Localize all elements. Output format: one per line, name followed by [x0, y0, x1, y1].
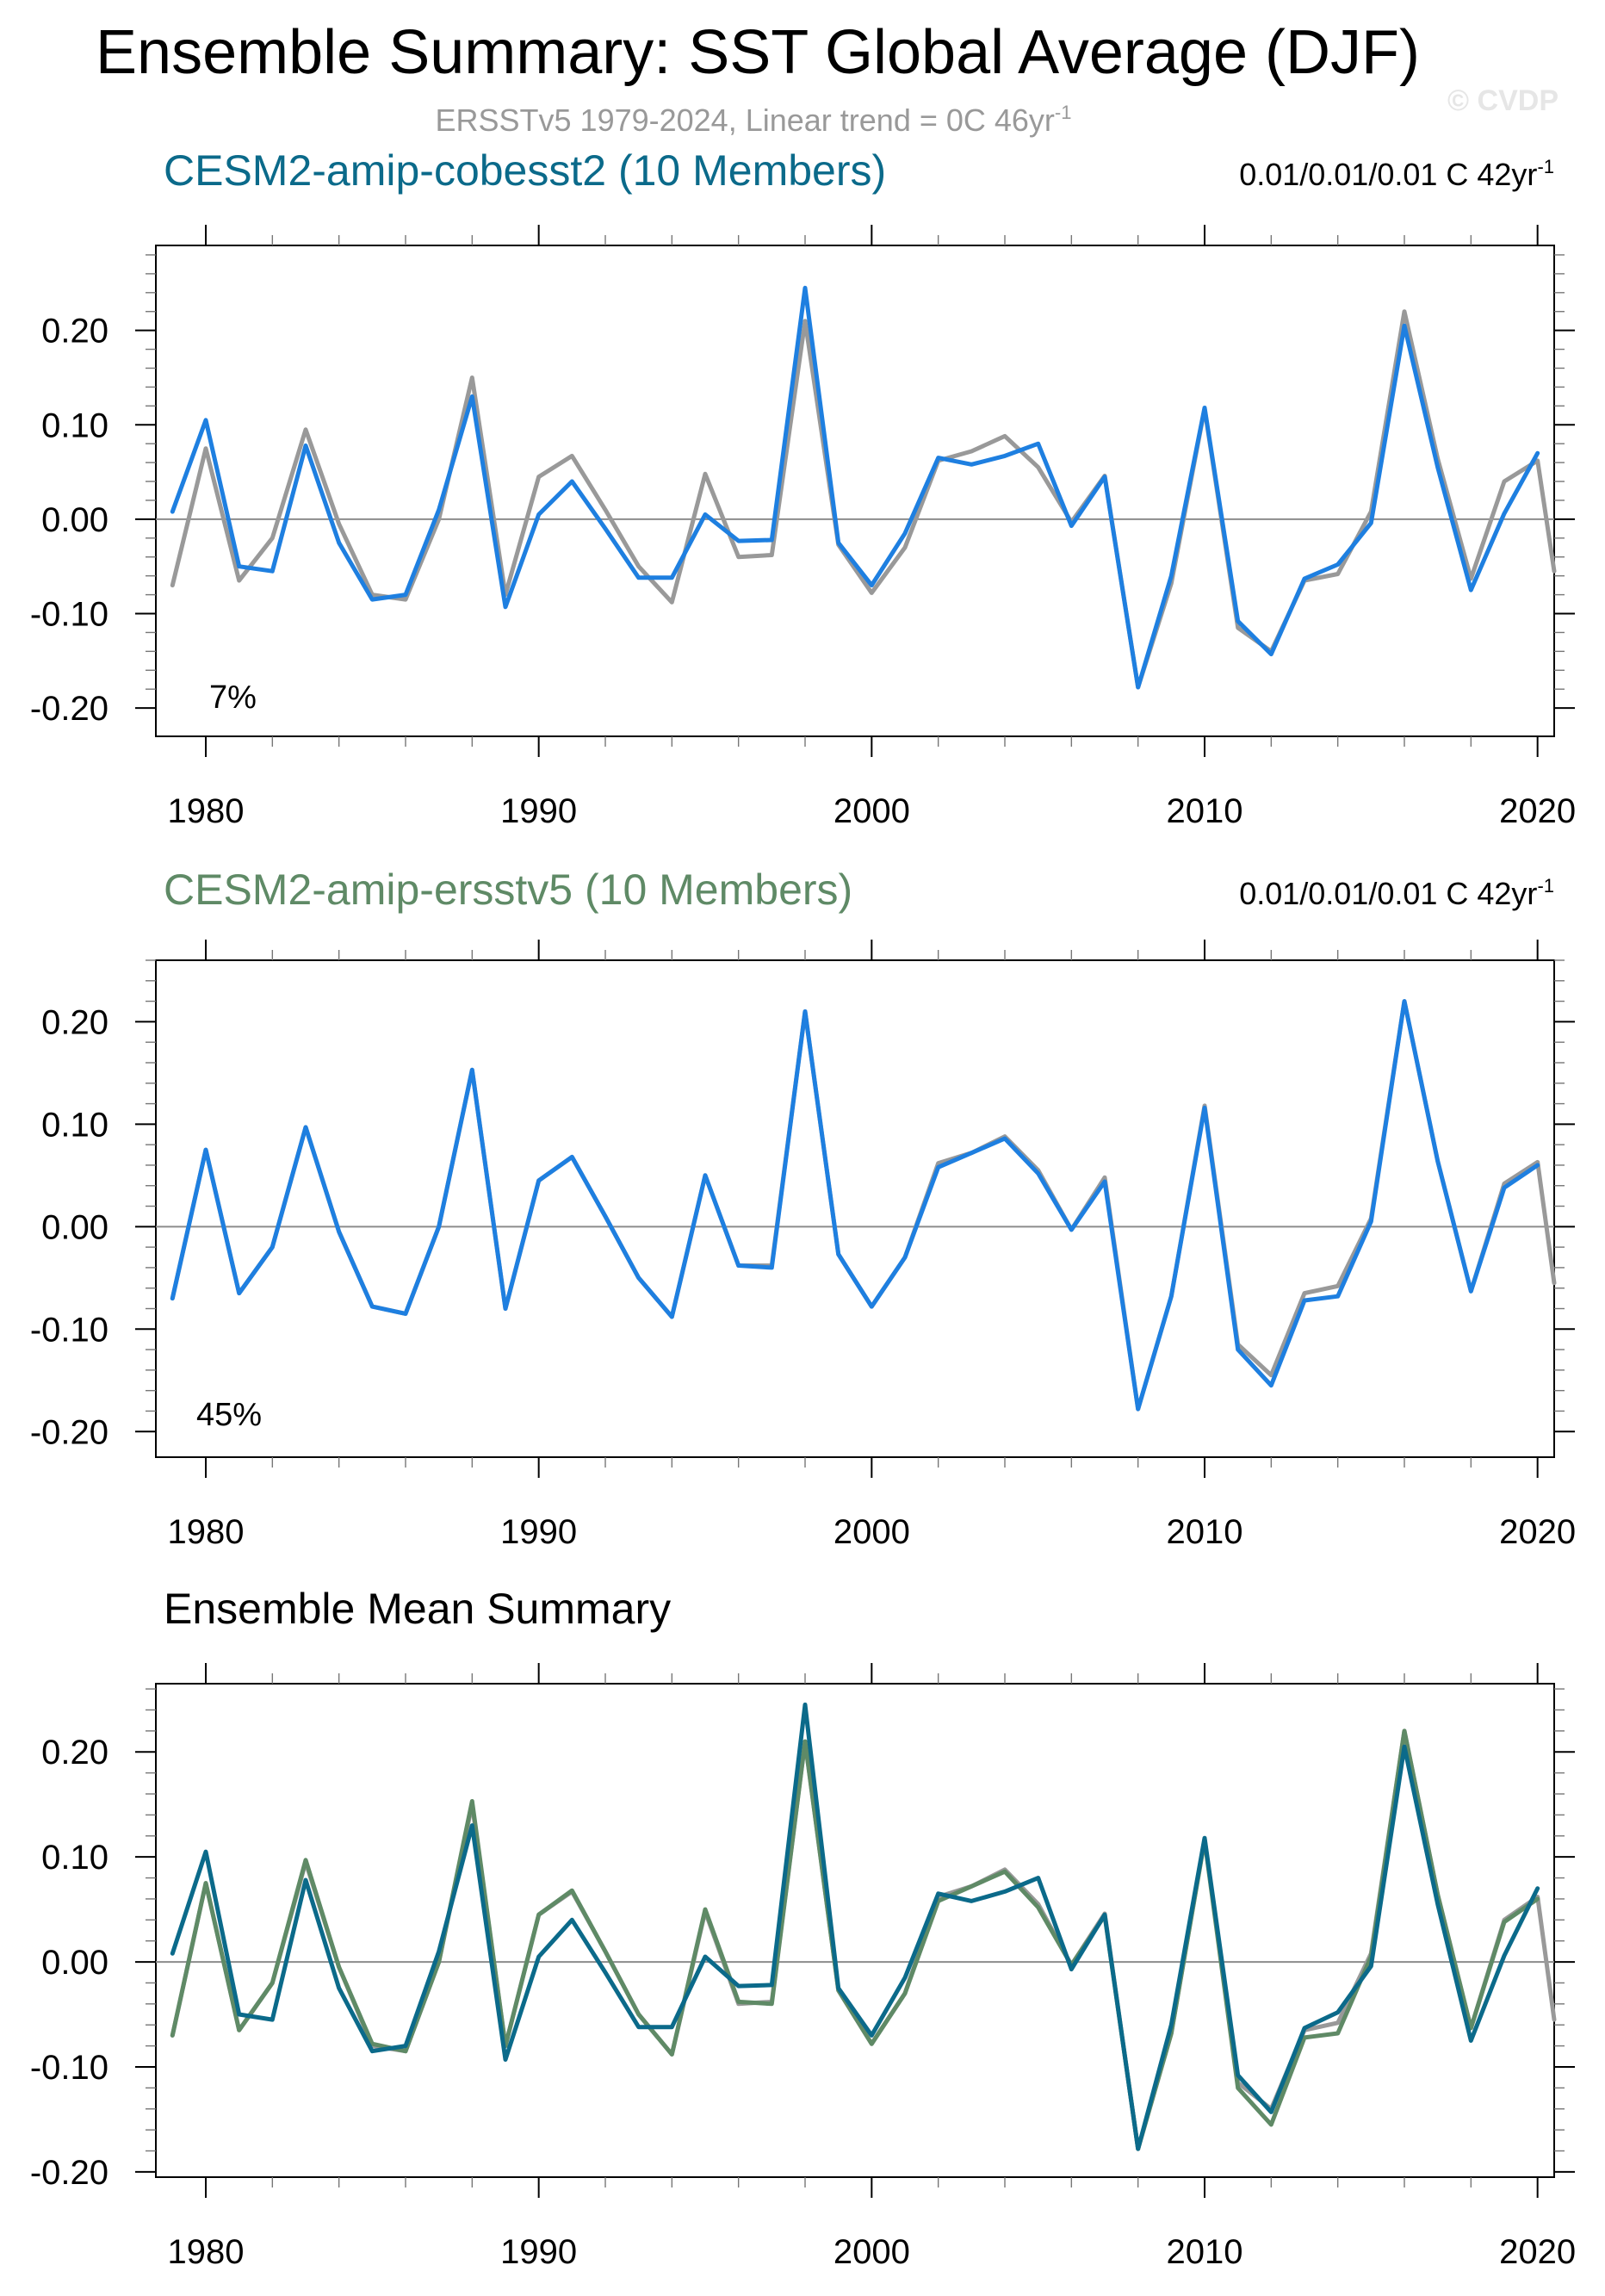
- chart-panels: CESM2-amip-cobesst2 (10 Members) 0.01/0.0…: [30, 146, 1576, 2271]
- series-line-2: [170, 999, 1540, 1412]
- chart-panel-2: CESM2-amip-ersstv5 (10 Members) 0.01/0.01…: [30, 866, 1576, 1551]
- x-tick-label: 1990: [500, 2233, 577, 2271]
- subtitle-superscript: -1: [1055, 102, 1072, 123]
- series-line-2: [170, 285, 1540, 690]
- x-tick-label: 1980: [168, 792, 245, 830]
- panel-title: CESM2-amip-cobesst2 (10 Members): [164, 146, 886, 195]
- trend-label-text: 0.01/0.01/0.01 C 42yr: [1239, 876, 1537, 911]
- y-tick-label: 0.20: [41, 313, 108, 351]
- x-tick-label: 1980: [168, 2233, 245, 2271]
- y-tick-label: -0.10: [30, 2049, 108, 2087]
- figure-subtitle: ERSSTv5 1979-2024, Linear trend = 0C 46y…: [436, 102, 1072, 138]
- y-tick-label: -0.10: [30, 1311, 108, 1349]
- y-tick-label: 0.00: [41, 501, 108, 539]
- x-tick-label: 2020: [1499, 1513, 1576, 1551]
- percent-label: 45%: [196, 1397, 262, 1433]
- watermark: © CVDP: [1447, 84, 1559, 117]
- series-line-1: [170, 309, 1557, 690]
- x-tick-label: 1980: [168, 1513, 245, 1551]
- x-tick-label: 2000: [833, 2233, 910, 2271]
- series-line-1: [170, 1728, 1557, 2151]
- y-tick-label: 0.20: [41, 1003, 108, 1041]
- plot-frame: [155, 959, 1555, 1458]
- figure-title: Ensemble Summary: SST Global Average (DJ…: [96, 18, 1420, 87]
- x-tick-label: 2000: [833, 792, 910, 830]
- y-tick-label: -0.10: [30, 596, 108, 634]
- trend-label-superscript: -1: [1537, 156, 1554, 177]
- y-tick-label: -0.20: [30, 690, 108, 728]
- x-tick-label: 2010: [1167, 1513, 1243, 1551]
- x-tick-label: 1990: [500, 1513, 577, 1551]
- series-line-3: [170, 1702, 1540, 2151]
- y-tick-label: 0.00: [41, 1208, 108, 1246]
- y-tick-label: 0.00: [41, 1944, 108, 1982]
- y-tick-label: 0.10: [41, 1839, 108, 1877]
- panel-title: Ensemble Mean Summary: [164, 1585, 671, 1633]
- series-line-1: [170, 999, 1557, 1412]
- x-tick-label: 2010: [1167, 2233, 1243, 2271]
- percent-label: 7%: [209, 679, 257, 716]
- series-line-2: [170, 1728, 1540, 2151]
- trend-label: 0.01/0.01/0.01 C 42yr-1: [1239, 875, 1554, 911]
- trend-label-text: 0.01/0.01/0.01 C 42yr: [1239, 157, 1537, 192]
- trend-label: 0.01/0.01/0.01 C 42yr-1: [1239, 156, 1554, 192]
- trend-label-superscript: -1: [1537, 875, 1554, 897]
- x-tick-label: 2020: [1499, 2233, 1576, 2271]
- y-tick-label: 0.10: [41, 1106, 108, 1144]
- x-tick-label: 2000: [833, 1513, 910, 1551]
- plot-frame: [155, 1683, 1555, 2178]
- x-tick-label: 2020: [1499, 792, 1576, 830]
- subtitle-text: ERSSTv5 1979-2024, Linear trend = 0C 46y…: [436, 102, 1055, 138]
- x-tick-label: 2010: [1167, 792, 1243, 830]
- y-tick-label: 0.20: [41, 1734, 108, 1772]
- y-tick-label: 0.10: [41, 406, 108, 444]
- x-tick-label: 1990: [500, 792, 577, 830]
- panel-title: CESM2-amip-ersstv5 (10 Members): [164, 866, 852, 914]
- chart-panel-3: Ensemble Mean Summary -0.20 -0.10 0.00 0.10 0…: [30, 1585, 1576, 2271]
- y-tick-label: -0.20: [30, 2154, 108, 2192]
- y-tick-label: -0.20: [30, 1413, 108, 1451]
- chart-panel-1: CESM2-amip-cobesst2 (10 Members) 0.01/0.0…: [30, 146, 1576, 830]
- plot-frame: [155, 245, 1555, 737]
